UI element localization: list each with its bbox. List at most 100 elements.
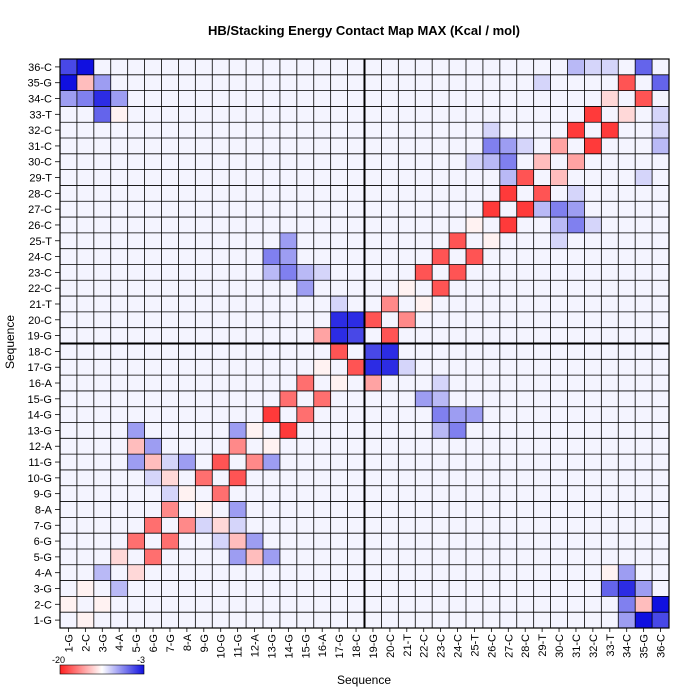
heatmap-cell	[533, 201, 551, 218]
heatmap-cell	[161, 501, 179, 518]
chart-title: HB/Stacking Energy Contact Map MAX (Kcal…	[208, 23, 520, 38]
heatmap-cell	[229, 501, 247, 518]
x-tick-label: 23-C	[436, 634, 448, 658]
heatmap-cell	[229, 438, 247, 455]
heatmap-cell	[330, 327, 348, 344]
heatmap-cell	[432, 390, 450, 407]
heatmap-cell	[246, 422, 263, 439]
heatmap-cell	[635, 90, 653, 107]
heatmap-cell	[550, 217, 568, 233]
heatmap-cell	[313, 359, 331, 376]
heatmap-cell	[550, 169, 568, 186]
heatmap-cell	[398, 280, 416, 297]
y-tick-label: 34-C	[28, 94, 52, 106]
heatmap-cell	[296, 375, 314, 391]
heatmap-cell	[432, 422, 450, 439]
heatmap-cell	[161, 469, 179, 486]
heatmap-cell	[482, 153, 500, 170]
heatmap-cell	[449, 264, 466, 281]
y-tick-label: 36-C	[28, 62, 52, 74]
heatmap-cell	[347, 327, 365, 344]
heatmap-cell	[635, 580, 653, 597]
plot-frame	[59, 58, 670, 629]
colorbar-gradient	[59, 664, 145, 675]
heatmap-cell	[263, 438, 280, 455]
x-tick-label: 2-C	[80, 634, 92, 652]
heatmap-cell	[60, 59, 77, 75]
x-tick-label: 17-G	[334, 634, 346, 658]
heatmap-cell	[652, 106, 669, 123]
heatmap-cell	[364, 343, 382, 360]
heatmap-cell	[178, 517, 196, 534]
x-tick-label: 21-T	[402, 634, 414, 657]
x-tick-label: 34-C	[622, 634, 634, 658]
heatmap-cell	[144, 438, 162, 455]
x-tick-label: 27-C	[503, 634, 515, 658]
y-tick-label: 9-G	[34, 489, 52, 501]
heatmap-cell	[330, 311, 348, 328]
x-tick-label: 30-C	[554, 634, 566, 658]
heatmap-cell	[279, 232, 297, 249]
heatmap-cell	[347, 311, 365, 328]
heatmap-cell	[567, 122, 585, 139]
y-tick-label: 6-G	[34, 536, 52, 548]
heatmap-cell	[415, 264, 433, 281]
heatmap-cell	[110, 548, 128, 565]
heatmap-cell	[533, 185, 551, 202]
y-tick-label: 16-A	[29, 378, 53, 390]
y-tick-label: 22-C	[28, 283, 52, 295]
heatmap-cell	[330, 296, 348, 312]
heatmap-cell	[144, 469, 162, 486]
heatmap-cell	[482, 122, 500, 139]
heatmap-cell	[618, 564, 636, 581]
heatmap-cell	[229, 422, 247, 439]
y-tick-label: 23-C	[28, 267, 52, 279]
heatmap-cell	[263, 248, 280, 265]
heatmap-cell	[567, 153, 585, 170]
colorbar	[59, 664, 145, 675]
colorbar-max-label: -3	[137, 655, 145, 665]
x-axis-label: Sequence	[337, 673, 391, 687]
heatmap-cell	[76, 90, 94, 107]
heatmap-cell	[263, 264, 280, 281]
heatmap-cell	[635, 612, 653, 628]
x-tick-labels: 1-G 2-C 3-G 4-A 5-G 6-G 7-G 8-A 9-G 10-G 11-G 12-A 1…	[63, 628, 668, 658]
heatmap-cell	[144, 517, 162, 534]
heatmap-cell	[466, 217, 483, 233]
heatmap-cell	[432, 280, 450, 297]
heatmap-cell	[398, 359, 416, 376]
heatmap-cell	[246, 454, 263, 470]
heatmap-cell	[381, 327, 399, 344]
heatmap-cell	[601, 122, 619, 139]
x-tick-label: 36-C	[656, 634, 668, 658]
heatmap-cell	[296, 264, 314, 281]
x-tick-label: 15-G	[300, 634, 312, 658]
heatmap-cell	[246, 548, 263, 565]
heatmap-cell	[499, 169, 517, 186]
x-tick-label: 12-A	[250, 633, 262, 657]
heatmap-cell	[161, 485, 179, 502]
x-tick-label: 24-C	[453, 634, 465, 658]
y-tick-label: 20-C	[28, 315, 52, 327]
heatmap-cell	[195, 517, 213, 534]
x-tick-label: 13-G	[266, 634, 278, 658]
y-tick-label: 5-G	[34, 552, 52, 564]
heatmap-cell	[93, 90, 111, 107]
heatmap-cell	[246, 533, 263, 549]
y-axis-label: Sequence	[3, 315, 17, 369]
heatmap-cell	[93, 596, 111, 613]
heatmap-cell	[161, 454, 179, 470]
y-tick-label: 30-C	[28, 157, 52, 169]
heatmap-cell	[432, 248, 450, 265]
y-tick-label: 19-G	[28, 331, 52, 343]
heatmap-cell	[652, 138, 669, 154]
heatmap-cell	[601, 580, 619, 597]
x-tick-label: 4-A	[114, 633, 126, 651]
y-tick-label: 15-G	[28, 394, 52, 406]
heatmap-cell	[652, 612, 669, 628]
y-tick-label: 31-C	[28, 141, 52, 153]
heatmap-cell	[618, 580, 636, 597]
heatmap-cell	[449, 406, 466, 423]
y-tick-label: 2-C	[34, 599, 52, 611]
